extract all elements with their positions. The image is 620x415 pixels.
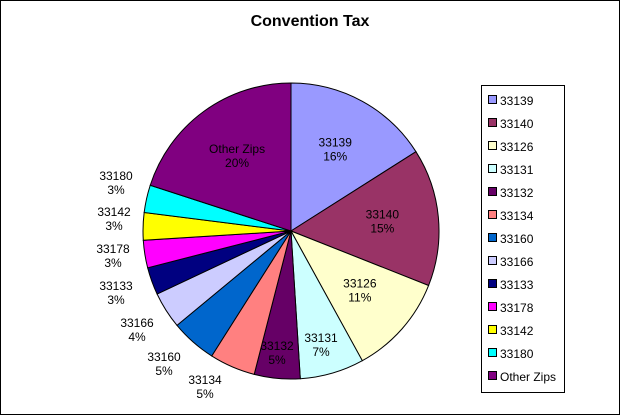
legend-item-33160: 33160 [488, 230, 533, 246]
legend-label: 33180 [500, 346, 534, 361]
data-label-33139: 33139 16% [319, 136, 353, 164]
legend-label: 33139 [500, 93, 534, 108]
legend-swatch [488, 233, 497, 243]
legend-item-33133: 33133 [488, 276, 533, 292]
legend-swatch [488, 95, 497, 105]
legend-label: 33126 [500, 139, 534, 154]
legend-swatch [488, 256, 497, 266]
data-label-33180: 33180 3% [99, 169, 133, 197]
data-label-33134: 33134 5% [188, 373, 222, 401]
legend-item-33180: 33180 [488, 345, 533, 361]
legend-swatch [488, 187, 497, 197]
legend-label: 33142 [500, 323, 534, 338]
data-label-33126: 33126 11% [343, 277, 377, 305]
legend-item-33178: 33178 [488, 299, 533, 315]
legend-item-33139: 33139 [488, 92, 533, 108]
legend-item-33132: 33132 [488, 184, 533, 200]
pie-slice-33126 [289, 230, 430, 362]
data-label-33178: 33178 3% [96, 242, 130, 270]
pie-slice-other-zips [149, 82, 292, 232]
legend-item-33131: 33131 [488, 161, 533, 177]
data-label-33160: 33160 5% [147, 350, 181, 378]
legend-label: 33178 [500, 300, 534, 315]
chart-title: Convention Tax [250, 13, 370, 30]
legend-swatch [488, 164, 497, 174]
data-label-33132: 33132 5% [260, 339, 294, 367]
legend-label: 33140 [500, 116, 534, 131]
pie-slice-33139 [290, 82, 417, 232]
legend-item-33142: 33142 [488, 322, 533, 338]
legend-swatch [488, 348, 497, 358]
legend-swatch [488, 279, 497, 289]
data-label-33142: 33142 3% [97, 205, 131, 233]
legend-swatch [488, 371, 497, 381]
legend-swatch [488, 302, 497, 312]
legend: 33139 33140 33126 33131 33132 33134 33160 33166… [481, 85, 565, 393]
legend-swatch [488, 325, 497, 335]
legend-label: 33160 [500, 231, 534, 246]
legend-label: 33134 [500, 208, 534, 223]
legend-label: 33166 [500, 254, 534, 269]
legend-item-33126: 33126 [488, 138, 533, 154]
legend-item-33166: 33166 [488, 253, 533, 269]
legend-label: Other Zips [500, 369, 557, 384]
legend-swatch [488, 118, 497, 128]
data-label-33131: 33131 7% [304, 331, 338, 359]
data-label-33166: 33166 4% [120, 316, 154, 344]
legend-label: 33132 [500, 185, 534, 200]
pie-slice-33140 [289, 151, 440, 287]
legend-label: 33133 [500, 277, 534, 292]
legend-swatch [488, 141, 497, 151]
legend-item-33134: 33134 [488, 207, 533, 223]
legend-item-33140: 33140 [488, 115, 533, 131]
legend-swatch [488, 210, 497, 220]
data-label-33133: 33133 3% [99, 279, 133, 307]
data-label-33140: 33140 15% [366, 207, 400, 235]
data-label-other-zips: Other Zips 20% [209, 142, 265, 170]
legend-label: 33131 [500, 162, 534, 177]
legend-item-other-zips: Other Zips [488, 368, 556, 384]
